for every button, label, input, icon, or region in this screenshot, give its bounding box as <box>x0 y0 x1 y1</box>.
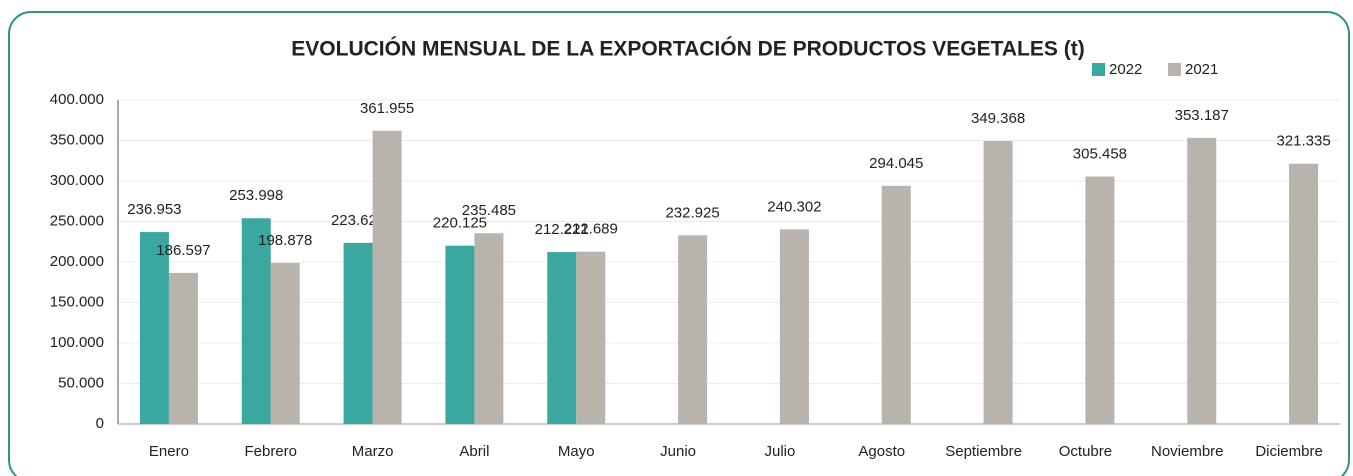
bar <box>372 130 402 424</box>
bar <box>547 252 577 424</box>
x-tick-label: Febrero <box>244 443 297 460</box>
bar <box>1085 176 1115 424</box>
bar <box>678 235 708 424</box>
data-label: 235.485 <box>462 202 516 219</box>
y-tick-label: 250.000 <box>50 212 104 229</box>
bar <box>445 245 475 424</box>
bar <box>779 229 809 424</box>
x-tick-label: Marzo <box>352 443 394 460</box>
legend-swatch <box>1168 63 1181 76</box>
bar <box>474 233 504 424</box>
bar <box>270 262 300 424</box>
data-label: 198.878 <box>258 232 312 249</box>
data-label: 236.953 <box>127 201 181 218</box>
legend-label: 2022 <box>1109 61 1142 78</box>
bar <box>983 141 1013 425</box>
data-label: 321.335 <box>1276 133 1330 150</box>
x-tick-label: Enero <box>149 443 189 460</box>
y-tick-label: 400.000 <box>50 91 104 108</box>
y-tick-label: 0 <box>96 415 104 432</box>
x-tick-label: Julio <box>764 443 795 460</box>
x-tick-label: Junio <box>660 443 696 460</box>
y-tick-label: 200.000 <box>50 253 104 270</box>
y-tick-label: 100.000 <box>50 334 104 351</box>
data-label: 240.302 <box>767 198 821 215</box>
y-tick-label: 150.000 <box>50 293 104 310</box>
bar <box>576 251 606 424</box>
data-label: 212.689 <box>564 221 618 238</box>
data-label: 232.925 <box>665 204 719 221</box>
bar <box>139 232 169 424</box>
legend-swatch <box>1092 63 1105 76</box>
y-tick-label: 300.000 <box>50 172 104 189</box>
bar <box>881 185 911 424</box>
data-label: 223.628 <box>331 212 385 229</box>
data-label: 186.597 <box>156 242 210 259</box>
bar <box>168 272 198 424</box>
data-label: 253.998 <box>229 187 283 204</box>
bar <box>241 218 271 424</box>
y-tick-label: 350.000 <box>50 131 104 148</box>
data-label: 353.187 <box>1175 107 1229 124</box>
legend-label: 2021 <box>1185 61 1218 78</box>
x-tick-label: Septiembre <box>945 443 1022 460</box>
x-tick-label: Noviembre <box>1151 443 1224 460</box>
data-label: 305.458 <box>1073 146 1127 163</box>
bar <box>343 242 373 424</box>
x-tick-label: Diciembre <box>1255 443 1323 460</box>
data-label: 220.125 <box>433 215 487 232</box>
x-tick-label: Abril <box>459 443 489 460</box>
x-tick-label: Agosto <box>858 443 905 460</box>
bar <box>1187 137 1217 425</box>
chart-title: EVOLUCIÓN MENSUAL DE LA EXPORTACIÓN DE P… <box>291 37 1084 61</box>
data-label: 212.221 <box>535 221 589 238</box>
data-label: 361.955 <box>360 100 414 117</box>
data-label: 349.368 <box>971 110 1025 127</box>
x-tick-label: Mayo <box>558 443 595 460</box>
bar <box>1289 163 1319 425</box>
y-tick-label: 50.000 <box>58 374 104 391</box>
x-tick-label: Octubre <box>1059 443 1112 460</box>
data-label: 294.045 <box>869 155 923 172</box>
